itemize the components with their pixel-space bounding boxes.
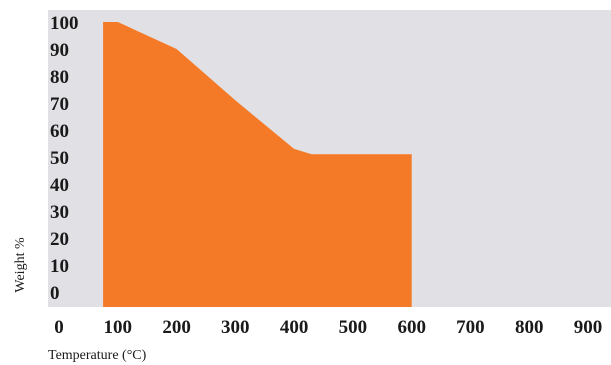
y-tick-label: 40 [50,175,69,196]
x-axis-ticks: 0 100 200 300 400 500 600 700 800 900 [54,317,602,338]
y-tick-label: 20 [50,229,69,250]
x-tick-label: 100 [104,317,133,338]
x-tick-label: 900 [574,317,603,338]
y-axis-label: Weight % [13,237,28,293]
y-tick-label: 30 [50,202,69,223]
x-tick-label: 200 [162,317,191,338]
x-axis-label: Temperature (°C) [48,348,147,363]
y-tick-label: 100 [50,13,79,34]
x-tick-label: 0 [54,317,64,338]
y-tick-label: 70 [50,94,69,115]
x-tick-label: 600 [397,317,426,338]
y-axis-ticks: 0 10 20 30 40 50 60 70 80 90 100 [50,13,79,304]
y-tick-label: 80 [50,67,69,88]
area-series-0 [103,22,412,307]
y-tick-label: 50 [50,148,69,169]
series-layer [103,22,412,307]
y-tick-label: 90 [50,40,69,61]
y-tick-label: 10 [50,256,69,277]
x-tick-label: 300 [221,317,250,338]
y-tick-label: 0 [50,283,60,304]
y-tick-label: 60 [50,121,69,142]
x-tick-label: 500 [339,317,368,338]
x-tick-label: 700 [456,317,485,338]
x-tick-label: 400 [280,317,309,338]
x-tick-label: 800 [515,317,544,338]
